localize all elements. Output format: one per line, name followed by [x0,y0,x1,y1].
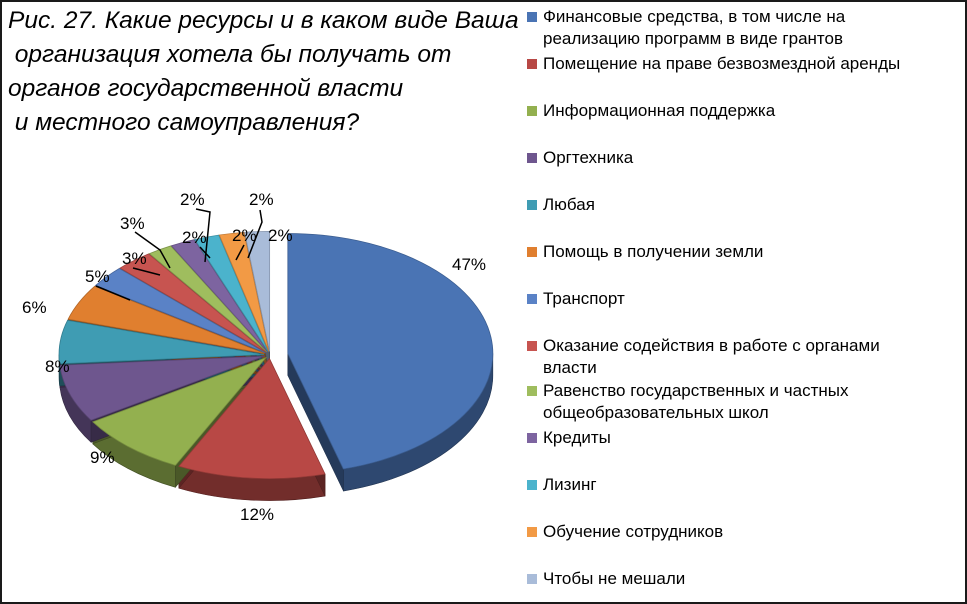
pie-slice [218,231,270,352]
pie-slice [58,319,265,365]
pie-slice [92,356,268,466]
data-label: 2% [180,190,205,209]
legend-label: Информационная поддержка [543,101,776,120]
data-label: 2% [249,190,274,209]
legend-swatch [527,433,537,443]
legend-label: Оказание содействия в работе с органами … [543,336,880,377]
pie-tops [58,231,494,479]
legend-label: Транспорт [543,289,625,308]
leader-line [235,244,245,261]
data-label: 2% [182,228,207,247]
pie-slice [244,231,271,352]
data-label: 2% [268,226,293,245]
data-label: 12% [240,505,274,524]
legend-swatch [527,247,537,257]
data-label: 2% [232,226,257,245]
legend-swatch [527,294,537,304]
legend-label: Обучение сотрудников [543,522,724,541]
data-label: 3% [120,214,145,233]
legend-label: Финансовые средства, в том числе на реал… [543,7,846,48]
legend-swatch [527,59,537,69]
chart-title: Рис. 27. Какие ресурсы и в каком виде Ва… [8,7,519,136]
data-label: 3% [122,249,147,268]
pie-slice [178,357,326,479]
data-label: 6% [22,298,47,317]
legend-label: Кредиты [543,428,611,447]
pie-slice [287,233,494,470]
legend-label: Любая [543,195,595,214]
leader-line [95,285,131,301]
legend-swatch [527,153,537,163]
data-label: 9% [90,448,115,467]
leader-line [132,267,161,276]
pie-slice [67,285,265,354]
legend-swatch [527,200,537,210]
leader-line [134,231,171,269]
legend-label: Равенство государственных и частных обще… [543,381,849,422]
legend-swatch [527,574,537,584]
pie-slice [119,253,267,353]
legend-swatch [527,106,537,116]
legend-swatch [527,527,537,537]
legend-swatch [527,386,537,396]
legend-swatch [527,12,537,22]
legend-label: Чтобы не мешали [543,569,686,588]
leader-line [247,209,263,259]
legend-label: Помещение на праве безвозмездной аренды [543,54,901,73]
data-label: 5% [85,267,110,286]
data-label: 8% [45,357,70,376]
legend-swatch [527,480,537,490]
data-label: 47% [452,255,486,274]
legend-label: Помощь в получении земли [543,242,764,261]
pie-slice [194,234,269,352]
leader-line [195,208,211,263]
legend-swatch [527,341,537,351]
leader-line [199,246,211,259]
pie-slice [94,268,266,354]
legend-label: Лизинг [543,475,597,494]
pie-slice [170,239,268,352]
pie-slice [59,355,265,421]
legend-label: Оргтехника [543,148,634,167]
